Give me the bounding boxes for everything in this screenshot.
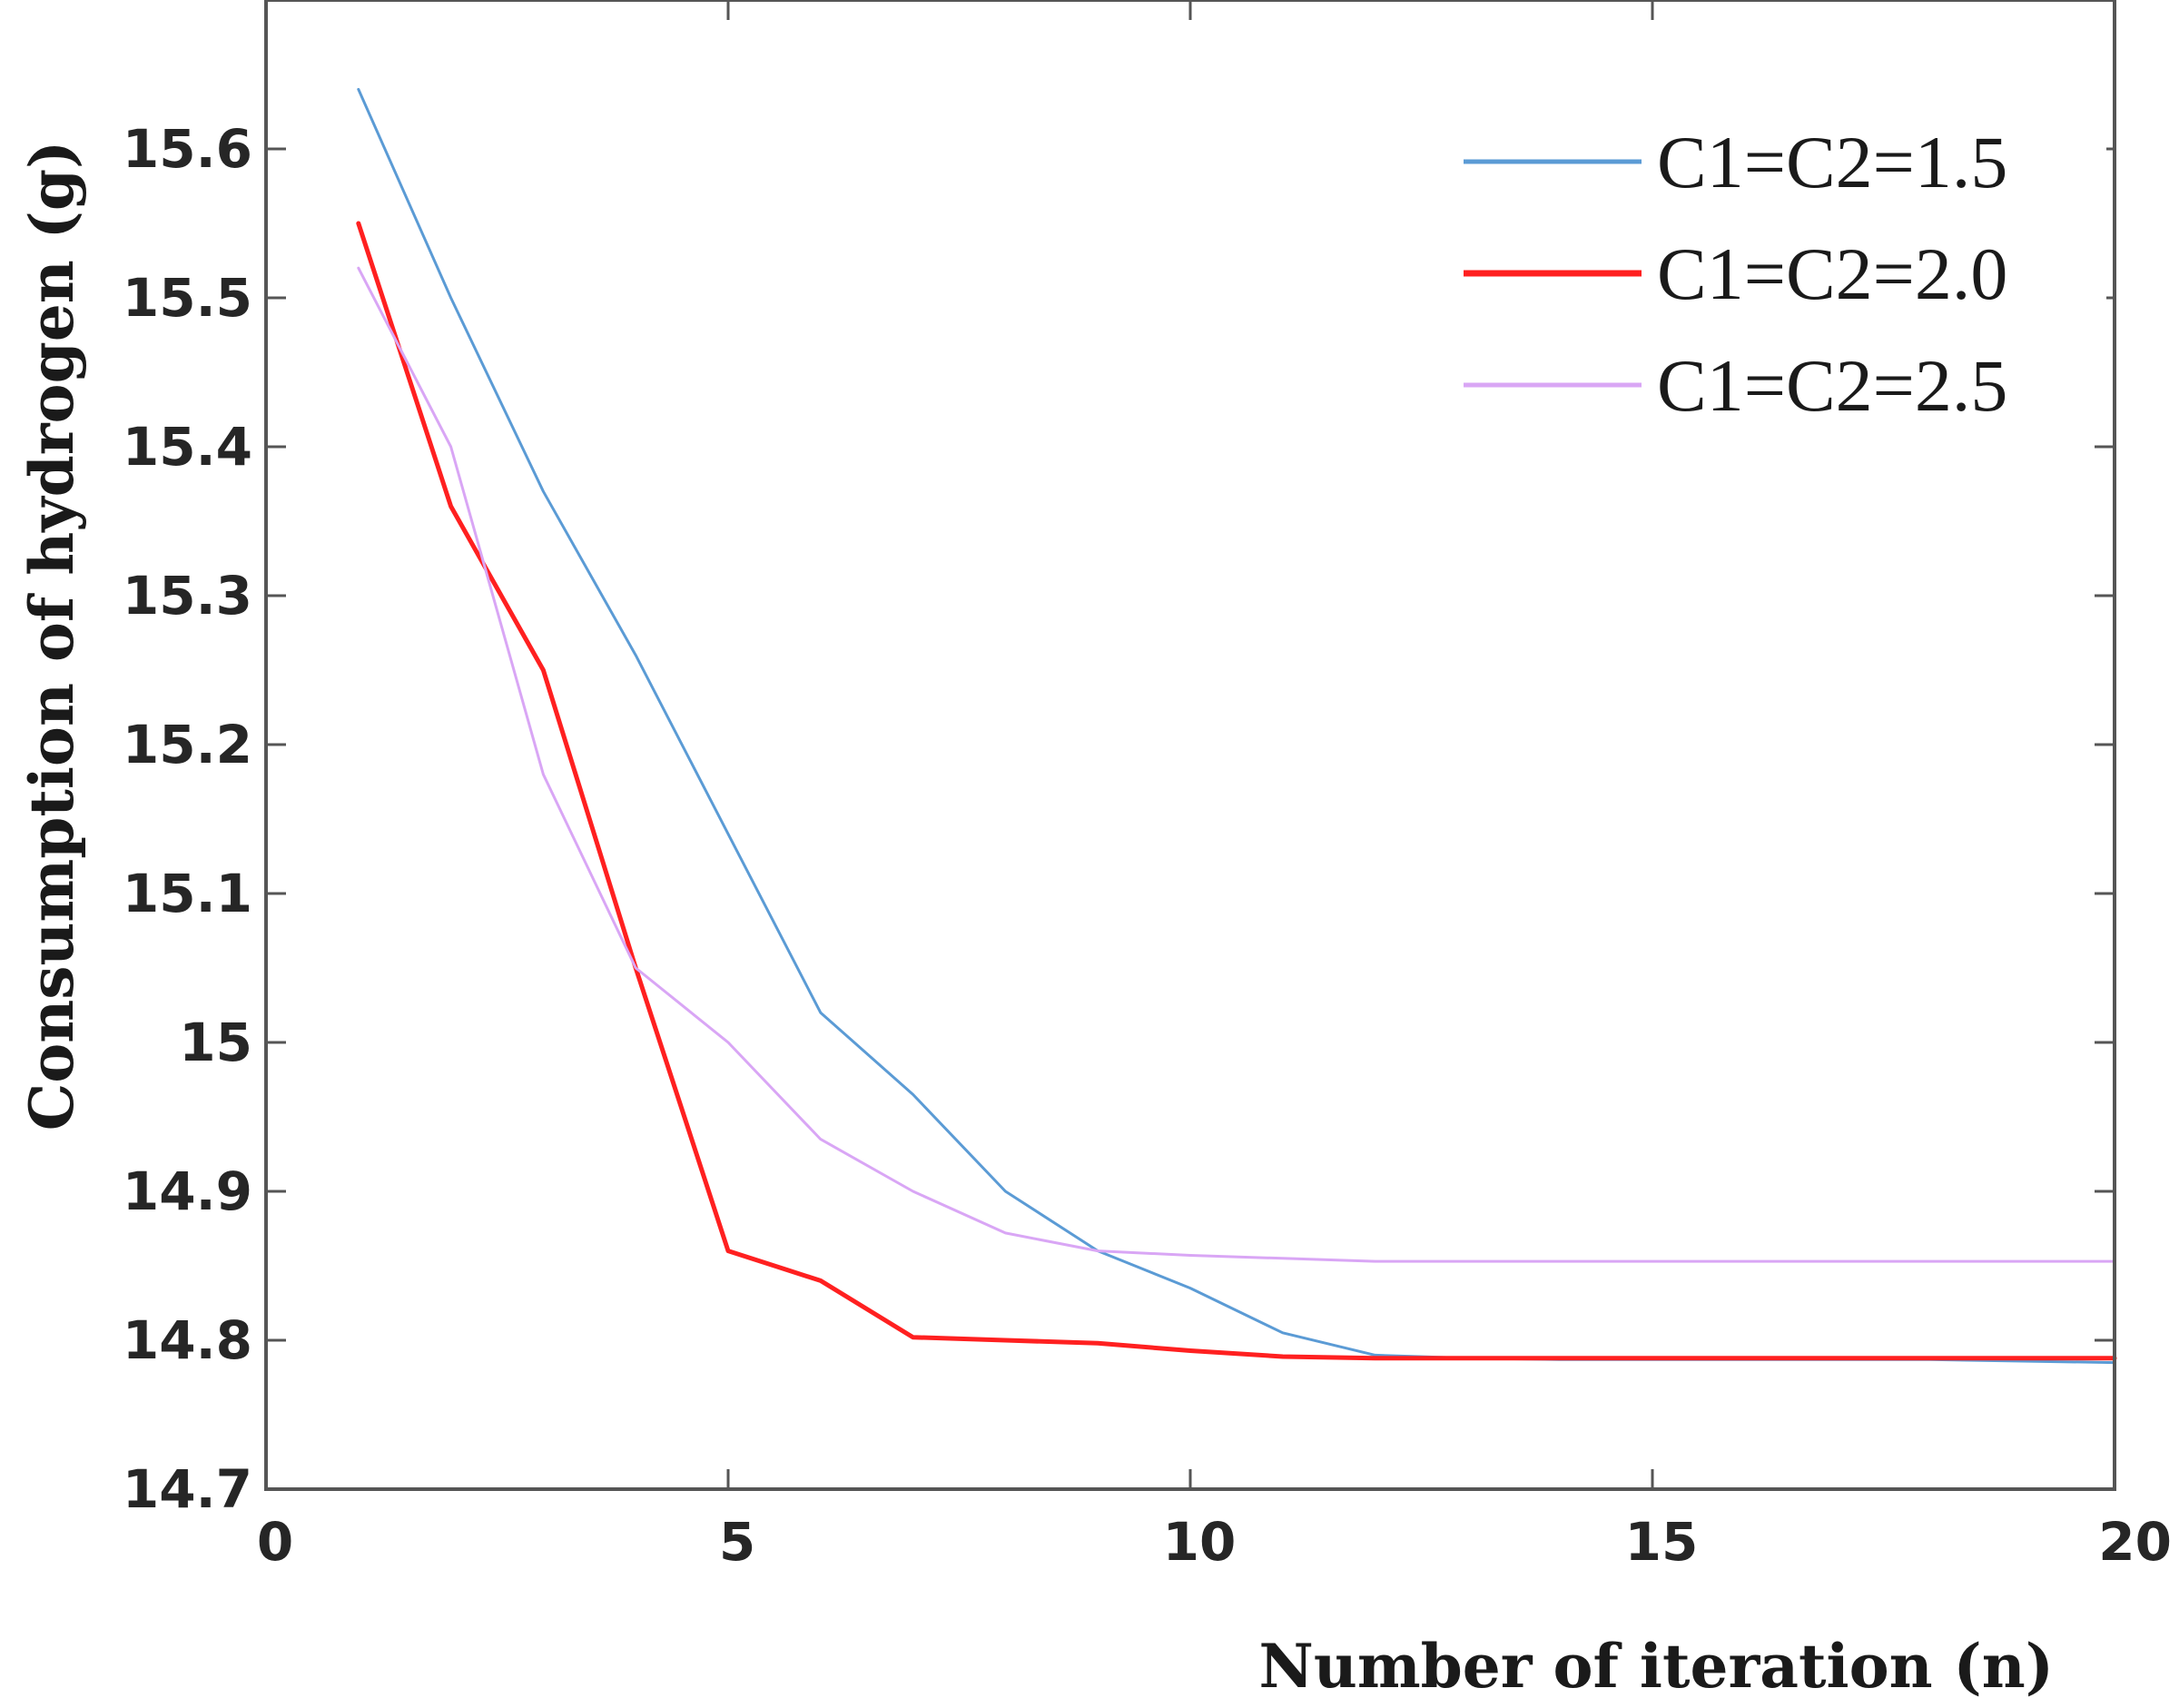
y-tick-label: 14.9 (123, 1160, 252, 1222)
y-tick-label: 15.5 (123, 267, 252, 329)
series-line-2 (356, 221, 2117, 1361)
y-tick-label: 15.2 (123, 714, 252, 775)
x-tick-label: 0 (257, 1511, 293, 1573)
legend-box (1444, 98, 2106, 434)
x-tick-label: 10 (1163, 1511, 1237, 1573)
legend-label-3: C1=C2=2.5 (1657, 344, 2007, 427)
legend: C1=C2=1.5 C1=C2=2.0 C1=C2=2.5 (1444, 98, 2106, 434)
plot-area-frame (264, 0, 2116, 1491)
legend-label-2: C1=C2=2.0 (1657, 232, 2007, 315)
x-tick-label: 20 (2098, 1511, 2172, 1573)
series-line-3 (357, 266, 2116, 1263)
y-axis-title: Consumption of hydrogen (g) (16, 141, 87, 1131)
y-tick-label: 14.7 (123, 1458, 252, 1520)
y-tick-label: 15.4 (123, 416, 252, 478)
legend-label-1: C1=C2=1.5 (1657, 121, 2007, 203)
x-tick-label: 15 (1625, 1511, 1699, 1573)
y-tick-label: 15.1 (123, 863, 252, 924)
tick-labels: 14.7 14.8 14.9 15 15.1 15.2 15.3 15.4 15.5 15.6 0 5… (123, 118, 2172, 1573)
y-tick-label: 14.8 (123, 1309, 252, 1371)
y-tick-label: 15.3 (123, 565, 252, 627)
series-layer (356, 87, 2117, 1365)
x-tick-label: 5 (719, 1511, 755, 1573)
y-tick-label: 15.6 (123, 118, 252, 180)
y-tick-label: 15 (179, 1012, 252, 1073)
x-axis-title: Number of iteration (n) (1259, 1631, 2055, 1702)
